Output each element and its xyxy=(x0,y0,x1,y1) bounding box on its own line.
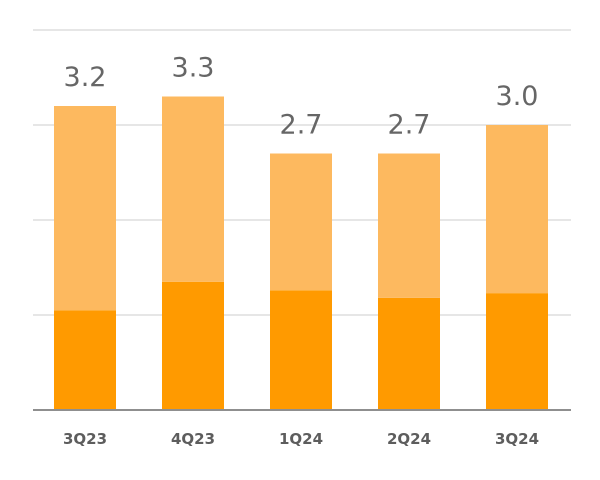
bar-segment-2q24-series-1 xyxy=(378,297,440,410)
bar-layer xyxy=(54,96,548,410)
bar-segment-2q24-series-2 xyxy=(378,153,440,298)
x-tick-label-1q24: 1Q24 xyxy=(279,430,323,448)
total-label-1q24: 2.7 xyxy=(280,110,323,141)
bar-segment-1q24-series-1 xyxy=(270,290,332,410)
bar-segment-3q24-series-1 xyxy=(486,293,548,410)
total-label-3q24: 3.0 xyxy=(496,81,539,112)
label-layer: 3.2 3Q23 3.3 4Q23 2.7 1Q24 2.7 2Q24 3.0 3Q24 xyxy=(63,53,539,449)
bar-segment-3q24-series-2 xyxy=(486,125,548,294)
total-label-4q23: 3.3 xyxy=(172,53,215,84)
x-tick-label-3q24: 3Q24 xyxy=(495,430,539,448)
x-tick-label-3q23: 3Q23 xyxy=(63,430,107,448)
bar-segment-3q23-series-2 xyxy=(54,106,116,311)
bar-segment-1q24-series-2 xyxy=(270,153,332,291)
total-label-3q23: 3.2 xyxy=(64,62,107,93)
x-tick-label-2q24: 2Q24 xyxy=(387,430,431,448)
x-tick-label-4q23: 4Q23 xyxy=(171,430,215,448)
bar-segment-4q23-series-1 xyxy=(162,281,224,410)
bar-segment-3q23-series-1 xyxy=(54,310,116,410)
bar-segment-4q23-series-2 xyxy=(162,96,224,282)
total-label-2q24: 2.7 xyxy=(388,110,431,141)
